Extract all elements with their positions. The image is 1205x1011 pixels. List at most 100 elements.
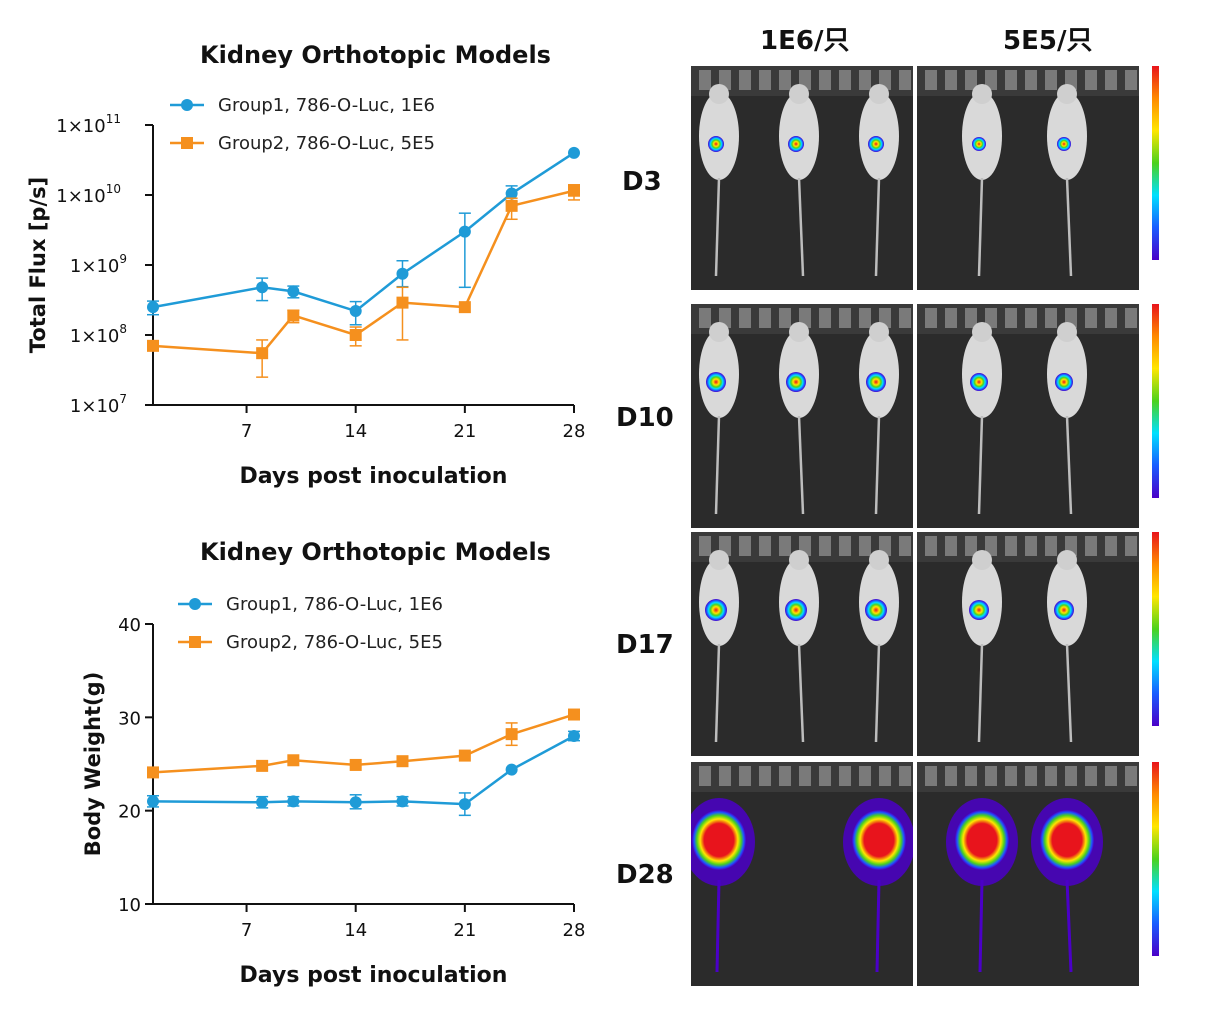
bioluminescence-panel-d28-1e6: [691, 762, 913, 986]
y-axis-label: Body Weight(g): [81, 672, 105, 857]
mouse-head: [1057, 322, 1077, 342]
rack-slot: [759, 766, 771, 786]
rack-slot: [859, 766, 871, 786]
mouse-head: [972, 84, 992, 104]
rack-slot: [1025, 766, 1037, 786]
mouse-head: [869, 84, 889, 104]
data-point: [147, 766, 159, 779]
mouse-tail: [1065, 643, 1073, 743]
rack-slot: [1005, 70, 1017, 90]
mouse-body: [962, 92, 1002, 180]
rack-slot: [819, 308, 831, 328]
luminescence-color-scale: [1152, 532, 1172, 736]
rack-slot: [985, 70, 997, 90]
luminescence-color-scale: [1152, 304, 1172, 508]
tumor-signal: [1055, 373, 1073, 391]
data-point: [396, 267, 409, 280]
y-tick-label: 40: [118, 615, 141, 636]
row-label-d3: D3: [622, 167, 662, 197]
data-point: [396, 296, 409, 309]
rack-slot: [759, 308, 771, 328]
mouse-body: [779, 92, 819, 180]
row-label-d28: D28: [616, 860, 674, 890]
tumor-signal: [865, 599, 887, 621]
data-point: [287, 795, 300, 808]
rack-slot: [925, 70, 937, 90]
mouse-head: [869, 550, 889, 570]
rack-slot: [945, 536, 957, 556]
tumor-signal: [708, 136, 724, 152]
data-point: [458, 301, 471, 314]
color-scale-gradient: [1152, 762, 1159, 956]
bioluminescence-panel-d28-5e5: [917, 762, 1139, 986]
rack-slot: [899, 308, 911, 328]
rack-slot: [859, 70, 871, 90]
rack-slot: [1085, 70, 1097, 90]
tumor-signal: [955, 810, 1009, 870]
data-point: [147, 301, 159, 314]
legend-label: Group2, 786-O-Luc, 5E5: [226, 632, 443, 653]
tumor-signal: [706, 372, 726, 392]
rack-slot: [779, 766, 791, 786]
rack-slot: [925, 536, 937, 556]
bioluminescence-imaging-grid: 1E6/只 5E5/只 D3 D10 D17 D28: [600, 20, 1200, 1000]
data-point: [458, 749, 471, 762]
data-point: [256, 347, 269, 360]
rack-slot: [759, 536, 771, 556]
mouse-tail: [797, 643, 805, 743]
bioluminescence-panel-d17-5e5: [917, 532, 1139, 756]
rack-slot: [1005, 766, 1017, 786]
color-scale-gradient: [1152, 66, 1159, 260]
data-point: [505, 763, 518, 776]
data-point: [147, 795, 159, 808]
tumor-signal: [705, 599, 727, 621]
rack-slot: [739, 766, 751, 786]
data-point: [287, 309, 300, 322]
panel-image: [917, 762, 1139, 973]
y-tick-label: 1×1010: [56, 182, 121, 207]
chart-title: Kidney Orthotopic Models: [200, 538, 551, 566]
panel-image: [917, 532, 1139, 743]
data-point: [287, 754, 300, 767]
bioluminescence-panel-d3-1e6: [691, 66, 913, 290]
rack-slot: [899, 70, 911, 90]
column-header-5e5: 5E5/只: [1003, 26, 1093, 56]
tumor-signal: [969, 600, 989, 620]
rack-slot: [985, 308, 997, 328]
luminescence-color-scale: [1152, 66, 1172, 270]
row-label-d10: D10: [616, 403, 674, 433]
rack-slot: [699, 308, 711, 328]
x-tick-label: 14: [344, 421, 367, 442]
rack-slot: [1005, 536, 1017, 556]
rack-slot: [965, 308, 977, 328]
mouse-tail: [977, 177, 984, 277]
mouse-tail: [715, 879, 721, 973]
rack-slot: [779, 536, 791, 556]
chart-title: Kidney Orthotopic Models: [200, 41, 551, 69]
rack-slot: [779, 70, 791, 90]
data-point: [568, 708, 580, 721]
data-point: [396, 795, 409, 808]
tumor-signal: [786, 372, 806, 392]
rack-slot: [899, 536, 911, 556]
mouse-body: [1047, 92, 1087, 180]
legend-marker: [181, 137, 193, 149]
rack-slot: [859, 536, 871, 556]
data-point: [568, 146, 580, 159]
panel-image: [917, 304, 1139, 515]
rack-slot: [1105, 766, 1117, 786]
rack-slot: [1045, 766, 1057, 786]
total-flux-plot: Kidney Orthotopic Models 1×107 1×108 1×109 1…: [26, 41, 585, 489]
rack-slot: [1025, 70, 1037, 90]
rack-slot: [719, 766, 731, 786]
mouse-head: [972, 322, 992, 342]
mouse-tail: [1065, 879, 1073, 973]
rack-slot: [1105, 308, 1117, 328]
rack-slot: [1125, 766, 1137, 786]
y-tick-label: 20: [118, 802, 141, 823]
tumor-signal: [1054, 600, 1074, 620]
rack-slot: [879, 766, 891, 786]
x-tick-label: 7: [241, 421, 252, 442]
x-tick-label: 28: [563, 920, 586, 941]
bioluminescence-panel-d17-1e6: [691, 532, 913, 756]
